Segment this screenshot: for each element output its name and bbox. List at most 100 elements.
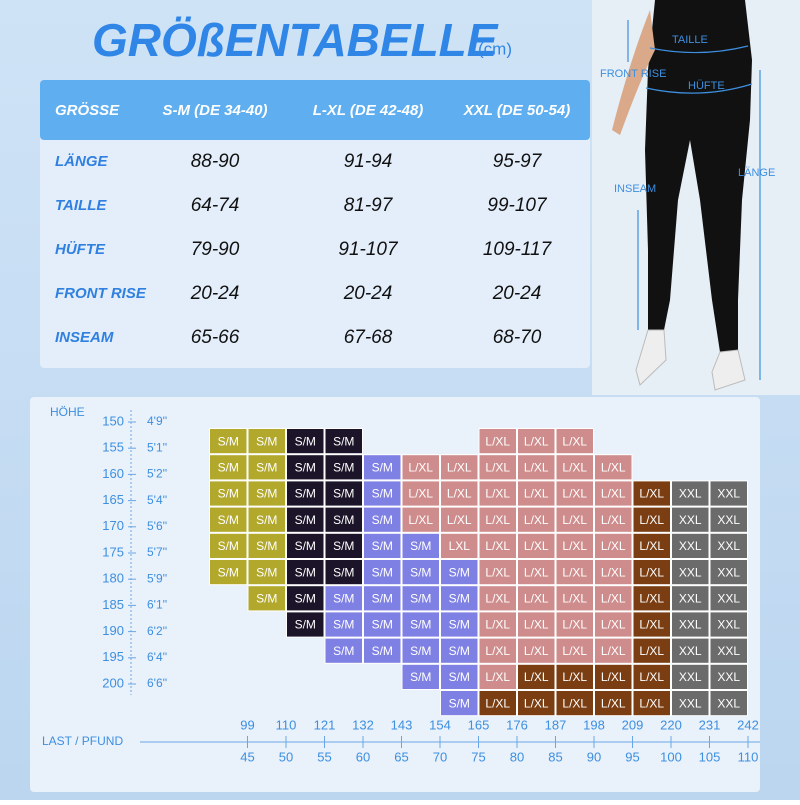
weight-kg: 70 [433, 749, 447, 764]
size-label: L/XL [562, 513, 587, 527]
table-header-band [40, 80, 590, 140]
size-label: S/M [410, 591, 431, 605]
size-label: S/M [410, 618, 431, 632]
size-cell [478, 506, 517, 533]
size-label: S/M [449, 670, 470, 684]
size-label: S/M [333, 539, 354, 553]
height-cm: 150 [102, 413, 124, 428]
size-cell [478, 532, 517, 559]
size-label: XXL [679, 513, 702, 527]
weight-lbs: 143 [391, 717, 413, 732]
size-label: XXL [679, 539, 702, 553]
size-label: S/M [372, 513, 393, 527]
size-cell [247, 506, 286, 533]
size-cell [363, 611, 402, 638]
size-label: S/M [372, 565, 393, 579]
size-label: L/XL [601, 460, 626, 474]
size-label: L/XL [562, 539, 587, 553]
size-label: S/M [256, 539, 277, 553]
size-grid: 150 4'9'' 155 5'1'' 160 5'2'' 165 5'4'' 170 5'6''… [102, 413, 759, 764]
weight-lbs: 209 [622, 717, 644, 732]
size-label: L/XL [485, 460, 510, 474]
size-cell [247, 559, 286, 586]
size-cell [324, 454, 363, 481]
size-cell [671, 532, 710, 559]
size-cell [440, 585, 479, 612]
size-cell [632, 532, 671, 559]
row-label: TAILLE [55, 197, 107, 214]
size-cell [440, 611, 479, 638]
size-label: S/M [295, 618, 316, 632]
size-label: XXL [717, 539, 740, 553]
size-label: XXL [679, 618, 702, 632]
size-cell [363, 585, 402, 612]
table-header: GRÖSSE [55, 102, 120, 119]
height-ft: 5'9'' [147, 571, 167, 585]
size-label: L/XL [524, 696, 549, 710]
table-header: S-M (DE 34-40) [162, 102, 267, 119]
size-label: XXL [679, 591, 702, 605]
size-cell [324, 428, 363, 455]
size-cell [594, 559, 633, 586]
size-label: S/M [295, 591, 316, 605]
weight-kg: 60 [356, 749, 370, 764]
size-label: L/XL [524, 565, 549, 579]
size-cell [286, 559, 325, 586]
size-label: L/XL [562, 644, 587, 658]
size-cell [517, 585, 556, 612]
size-cell [209, 506, 248, 533]
row-label: INSEAM [55, 329, 114, 346]
size-cell [594, 637, 633, 664]
table-cell: 65-66 [191, 327, 240, 348]
size-cell [632, 559, 671, 586]
height-cm: 180 [102, 571, 124, 586]
table: GRÖSSE S-M (DE 34-40) L-XL (DE 42-48) XXL (… [55, 102, 570, 348]
weight-lbs: 132 [352, 717, 374, 732]
size-cell [286, 454, 325, 481]
size-cell [401, 559, 440, 586]
size-label: L/XL [524, 460, 549, 474]
size-cell [286, 428, 325, 455]
size-label: S/M [410, 644, 431, 658]
table-cell: 79-90 [191, 239, 240, 260]
size-cell [209, 480, 248, 507]
size-label: S/M [218, 487, 239, 501]
size-cell [517, 506, 556, 533]
size-label: L/XL [524, 434, 549, 448]
size-cell [478, 690, 517, 717]
height-ft: 6'6'' [147, 676, 167, 690]
weight-title: LAST / PFUND [42, 734, 123, 748]
size-label: S/M [410, 565, 431, 579]
photo: TAILLE FRONT RISE HÜFTE INSEAM LÄNGE [592, 0, 800, 395]
size-cell [247, 428, 286, 455]
size-label: L/XL [562, 591, 587, 605]
size-cell [594, 663, 633, 690]
shoe [635, 329, 667, 386]
size-label: S/M [372, 644, 393, 658]
size-cell [324, 585, 363, 612]
size-label: S/M [333, 487, 354, 501]
height-ft: 5'1'' [147, 440, 167, 454]
arm [612, 10, 655, 135]
size-cell [440, 454, 479, 481]
table-cell: 68-70 [493, 327, 542, 348]
size-cell [401, 506, 440, 533]
size-cell [709, 611, 748, 638]
size-cell [555, 663, 594, 690]
size-cell [478, 611, 517, 638]
table-cell: 91-94 [344, 151, 393, 172]
size-label: S/M [372, 539, 393, 553]
size-cell [401, 532, 440, 559]
size-label: S/M [333, 644, 354, 658]
size-label: L/XL [601, 513, 626, 527]
weight-kg: 110 [738, 749, 759, 764]
size-cell [401, 585, 440, 612]
size-label: S/M [410, 670, 431, 684]
size-cell [478, 637, 517, 664]
size-label: L/XL [601, 565, 626, 579]
size-cell [555, 690, 594, 717]
height-title: HÖHE [50, 405, 85, 419]
size-label: S/M [256, 487, 277, 501]
size-label: L/XL [408, 513, 433, 527]
size-cell [401, 663, 440, 690]
